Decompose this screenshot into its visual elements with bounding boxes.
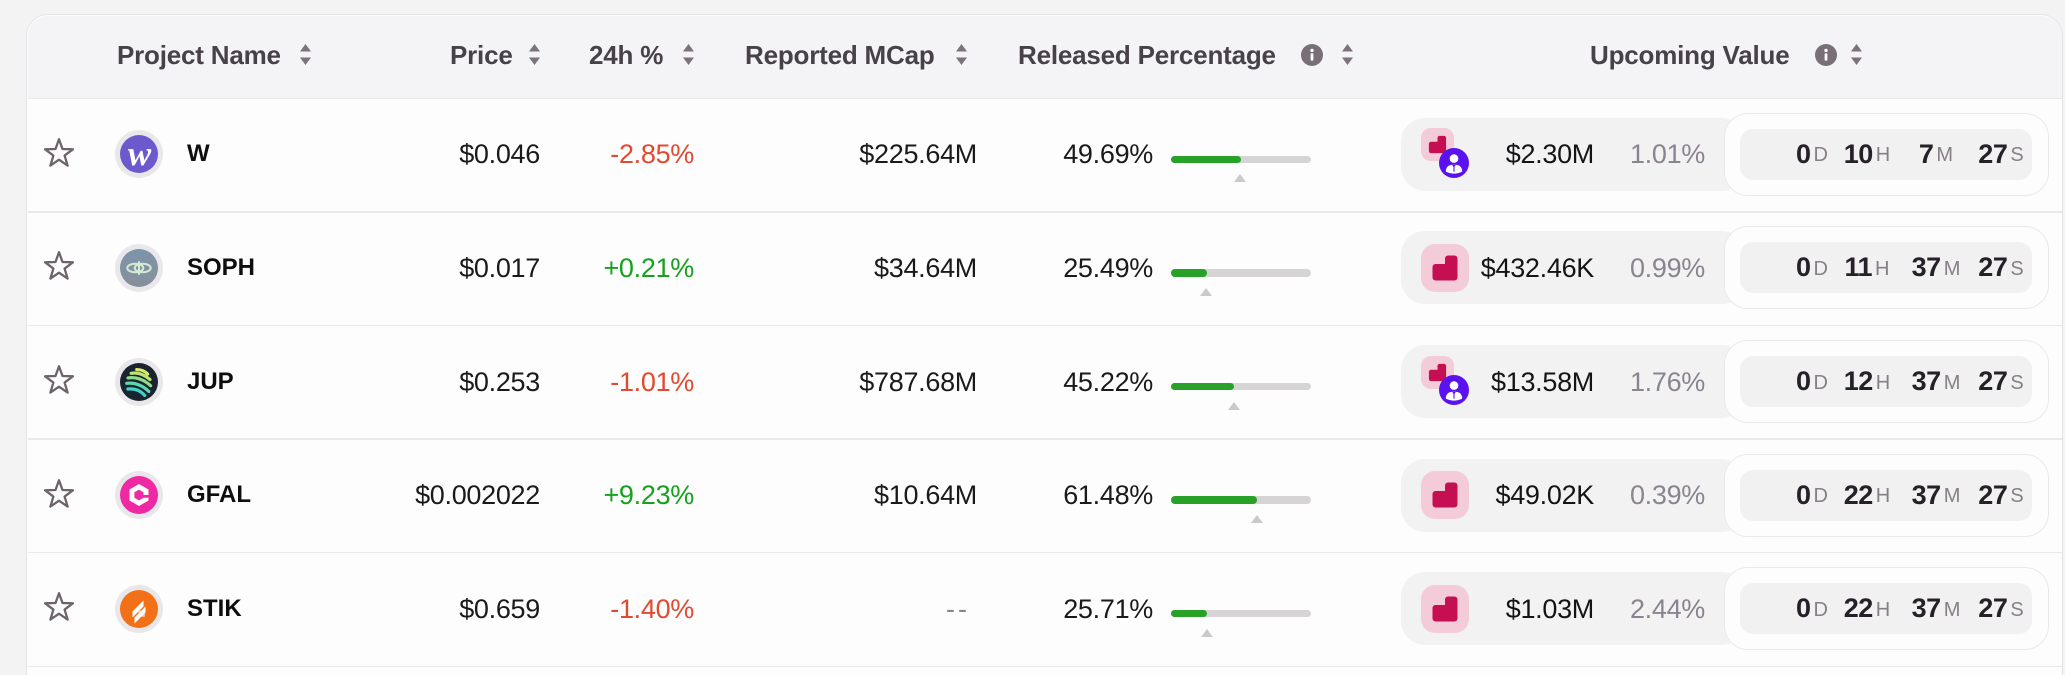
svg-text:w: w [128,135,152,173]
